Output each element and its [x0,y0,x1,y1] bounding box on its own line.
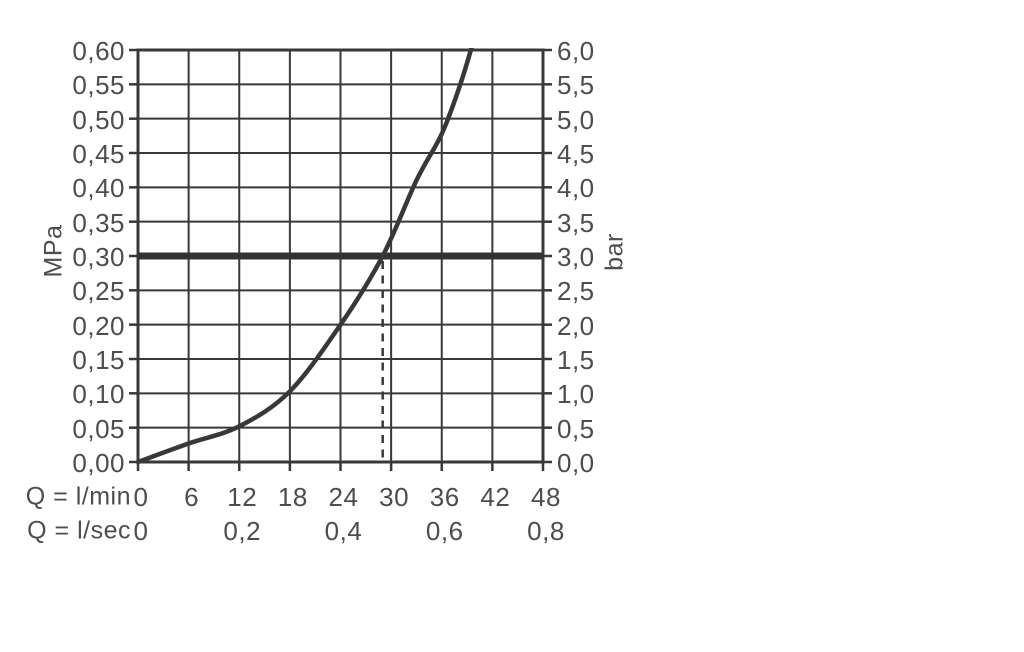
y-left-axis-unit-label: MPa [39,224,68,278]
x-lsec-tick-label: 0,8 [527,516,565,546]
y-left-tick-label: 0,60 [72,36,125,66]
y-right-tick-label: 0,5 [557,413,595,444]
x-lmin-tick-label: 18 [277,482,308,512]
y-right-tick-label: 3,0 [557,242,595,272]
x-lmin-tick-label: 42 [480,482,511,512]
y-right-tick-label: 2,0 [557,310,595,341]
y-right-tick-label: 1,5 [557,345,595,375]
y-right-tick-label: 2,5 [557,276,595,307]
flow-pressure-curve [136,48,474,465]
y-left-tick-label: 0,30 [72,242,125,272]
x-lsec-tick-label: 0,4 [324,516,363,546]
y-right-tick-label: 4,0 [557,173,595,204]
x-lsec-tick-label: 0,2 [223,516,262,546]
x-lmin-tick-label: 36 [429,482,460,512]
x-lmin-tick-label: 24 [328,482,359,512]
y-left-tick-label: 0,05 [72,413,125,444]
x-lmin-tick-label: 0 [133,482,149,512]
x-lsec-tick-label: 0,6 [425,516,464,546]
y-left-tick-label: 0,50 [72,104,125,135]
x-lmin-tick-label: 6 [184,482,200,512]
y-left-tick-label: 0,10 [72,379,125,410]
y-right-tick-label: 0,0 [557,448,595,478]
y-left-tick-label: 0,20 [72,310,125,341]
y-right-tick-label: 1,0 [557,379,595,410]
y-right-tick-label: 5,0 [557,104,595,135]
y-right-tick-label: 3,5 [557,207,595,238]
y-left-tick-label: 0,25 [72,276,125,307]
y-left-tick-label: 0,45 [72,139,125,169]
y-left-tick-label: 0,40 [72,173,125,204]
x-axis-lmin-unit-label: Q = l/min [25,482,131,511]
x-lmin-tick-label: 30 [379,482,410,512]
x-lmin-tick-label: 12 [227,482,258,512]
y-left-tick-label: 0,00 [72,448,125,478]
x-lmin-tick-label: 48 [531,482,561,512]
x-lsec-tick-label: 0 [133,516,149,546]
y-left-tick-label: 0,55 [72,70,125,101]
y-right-tick-label: 5,5 [557,70,595,101]
y-right-axis-unit-label: bar [600,233,629,271]
y-left-tick-label: 0,35 [72,207,125,238]
y-right-tick-label: 4,5 [557,139,595,169]
y-left-tick-label: 0,15 [72,345,125,375]
x-axis-lsec-unit-label: Q = l/sec [27,516,131,545]
y-right-tick-label: 6,0 [557,36,595,66]
